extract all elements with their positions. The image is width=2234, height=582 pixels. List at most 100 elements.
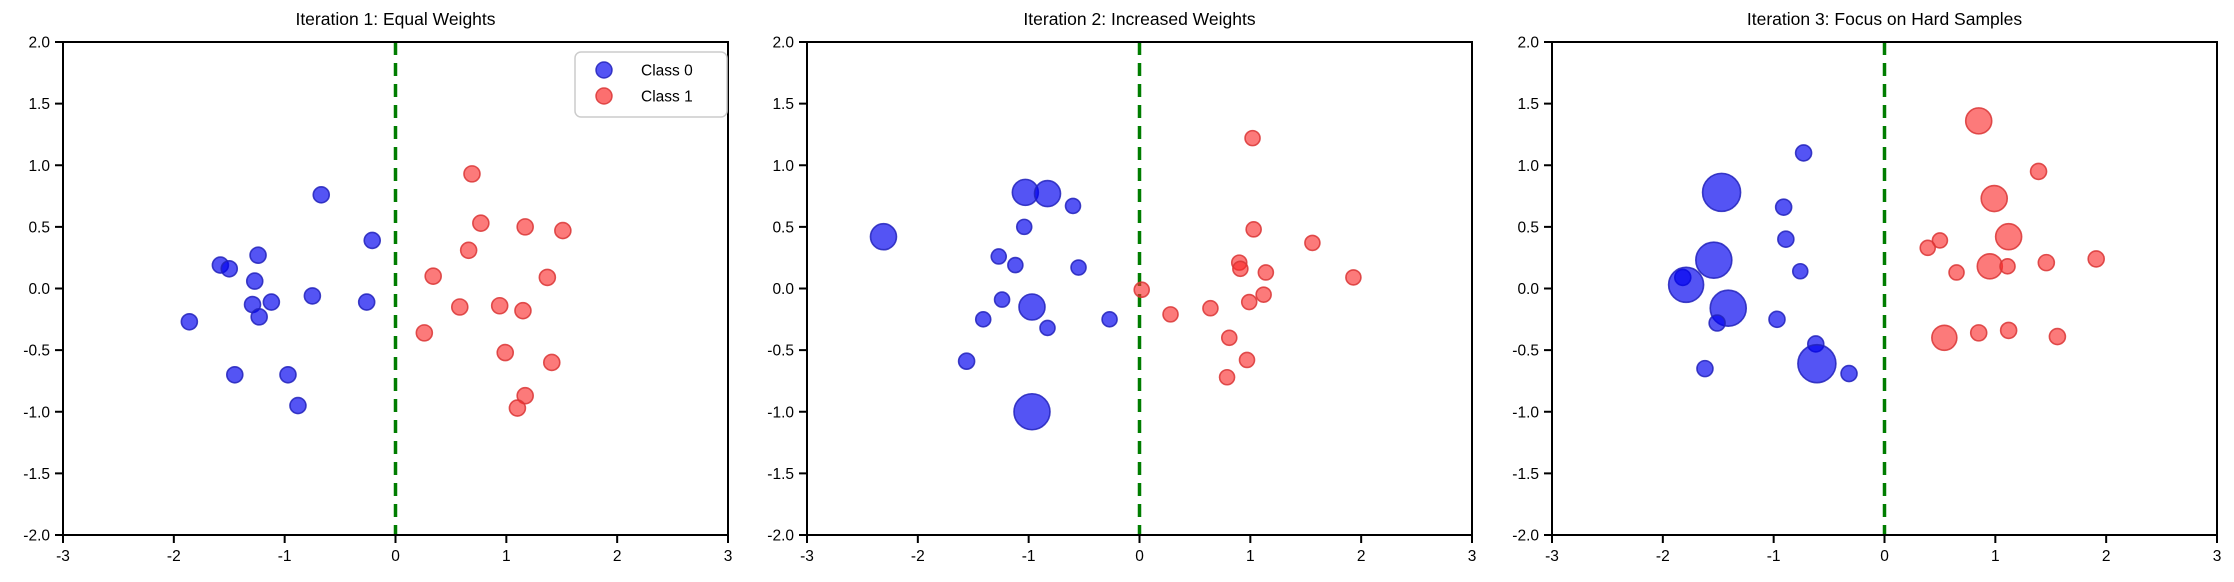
y-tick-label: 1.0 [28, 158, 50, 175]
x-tick-label: -2 [911, 548, 925, 565]
scatter-point-class1 [2048, 327, 2067, 346]
scatter-point-class1 [1919, 239, 1937, 257]
scatter-point-class1 [2087, 250, 2105, 268]
scatter-point-class0 [1777, 230, 1795, 248]
scatter-point-class0 [1101, 311, 1118, 328]
scatter-point-class1 [1245, 221, 1262, 238]
y-tick-label: -2.0 [23, 528, 50, 545]
scatter-point-class0 [250, 308, 268, 326]
scatter-point-class0 [1695, 241, 1733, 279]
scatter-point-class0 [312, 186, 331, 204]
scatter-point-class0 [957, 352, 976, 371]
chart-svg: Iteration 1: Equal Weights -3 -2 -1 0 1 2 3 -2.0… [23, 9, 733, 565]
x-tick-label: 0 [391, 548, 400, 565]
scatter-point-class1 [1304, 234, 1321, 252]
x-tick-label: -2 [167, 548, 181, 565]
scatter-point-class0 [1013, 392, 1051, 431]
legend-marker-class1 [595, 87, 613, 105]
x-tick-label: -1 [278, 548, 292, 565]
scatter-point-class0 [289, 396, 307, 415]
scatter-point-class0 [279, 365, 297, 384]
y-tick-label: -0.5 [767, 343, 794, 360]
scatter-point-class1 [542, 353, 561, 372]
scatter-point-class1 [1976, 253, 2004, 280]
scatter-point-class0 [1797, 343, 1837, 384]
y-tick-label: 2.0 [28, 35, 50, 52]
scatter-point-class1 [1220, 329, 1238, 347]
scatter-point-class1 [1345, 269, 1362, 286]
y-tick-label: 2.0 [1517, 35, 1539, 52]
scatter-point-class1 [1931, 324, 1958, 352]
y-tick-label: 0.5 [28, 219, 50, 236]
scatter-point-class0 [1033, 179, 1062, 208]
scatter-point-class1 [538, 268, 557, 287]
y-tick-label: -2.0 [767, 528, 794, 545]
legend-box [574, 51, 728, 118]
scatter-point-class1 [1994, 222, 2023, 251]
y-tick-label: 0.0 [1517, 281, 1539, 298]
x-tick-label: 1 [1991, 548, 2000, 565]
scatter-point-class1 [1969, 324, 1988, 342]
scatter-point-class1 [2037, 253, 2056, 272]
y-tick-label: -0.5 [1512, 343, 1539, 360]
x-tick-label: 3 [1468, 548, 1477, 565]
scatter-point-class0 [1794, 144, 1813, 162]
x-tick-label: 2 [613, 548, 622, 565]
y-tick-label: -1.0 [1512, 404, 1539, 421]
scatter-point-class1 [516, 386, 534, 405]
scatter-point-class1 [1257, 264, 1275, 281]
y-tick-label: -1.0 [767, 404, 794, 421]
scatter-point-class1 [1999, 321, 2018, 340]
scatter-point-class1 [1255, 286, 1272, 303]
x-tick-label: 0 [1880, 548, 1889, 565]
x-tick-label: -3 [800, 548, 814, 565]
y-tick-label: -2.0 [1512, 528, 1539, 545]
scatter-point-class0 [1708, 314, 1726, 332]
y-tick-label: -1.0 [23, 404, 50, 421]
chart-svg: Iteration 2: Increased Weights -3 -2 -1 0 1 2 3… [767, 9, 1477, 565]
y-tick-label: 1.5 [28, 96, 50, 113]
chart-title: Iteration 2: Increased Weights [1023, 9, 1255, 29]
scatter-point-class1 [424, 267, 442, 285]
x-tick-label: 1 [1246, 548, 1255, 565]
y-tick-label: -1.5 [23, 466, 50, 483]
chart-svg: Iteration 3: Focus on Hard Samples -3 -2 -1… [1512, 9, 2222, 565]
x-tick-label: 0 [1135, 548, 1144, 565]
scatter-point-class0 [1015, 218, 1033, 236]
x-tick-label: 3 [2213, 548, 2222, 565]
y-tick-label: 0.5 [1517, 219, 1539, 236]
scatter-point-class1 [1238, 351, 1256, 369]
scatter-point-class0 [869, 222, 898, 251]
chart-iteration-2: Iteration 2: Increased Weights -3 -2 -1 0 1 2 3… [744, 0, 1489, 582]
y-tick-label: 0.5 [772, 219, 794, 236]
y-tick-label: -1.5 [767, 466, 794, 483]
scatter-point-class1 [554, 221, 572, 240]
x-tick-label: -1 [1022, 548, 1036, 565]
x-tick-label: 2 [2102, 548, 2111, 565]
scatter-point-class1 [496, 343, 515, 362]
scatter-point-class0 [249, 246, 267, 265]
y-tick-label: 0.0 [28, 281, 50, 298]
scatter-point-class1 [472, 214, 490, 232]
scatter-point-class1 [1232, 260, 1249, 278]
y-tick-label: 1.5 [1517, 96, 1539, 113]
y-tick-label: 0.0 [772, 281, 794, 298]
scatter-point-class0 [225, 365, 244, 384]
scatter-point-class1 [459, 241, 478, 260]
y-tick-label: 1.0 [772, 158, 794, 175]
x-tick-label: -2 [1656, 548, 1670, 565]
scatter-point-class0 [357, 293, 376, 311]
x-tick-label: -1 [1767, 548, 1781, 565]
scatter-point-class0 [1039, 319, 1056, 337]
chart-iteration-3: Iteration 3: Focus on Hard Samples -3 -2 -1… [1489, 0, 2234, 582]
scatter-point-class1 [1980, 184, 2009, 213]
scatter-point-class0 [1840, 364, 1858, 383]
legend: Class 0 Class 1 [574, 51, 728, 118]
y-tick-label: 1.5 [772, 96, 794, 113]
x-tick-label: 3 [724, 548, 733, 565]
scatter-point-class1 [1240, 293, 1258, 311]
scatter-point-class1 [516, 218, 534, 236]
scatter-point-class0 [990, 248, 1008, 265]
scatter-point-class0 [262, 293, 281, 311]
